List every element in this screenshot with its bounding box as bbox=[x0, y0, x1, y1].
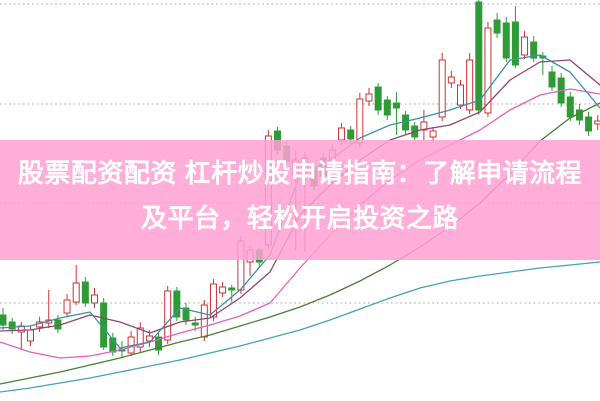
banner-title-line2: 及平台，轻松开启投资之路 bbox=[140, 203, 459, 233]
promo-banner-overlay: 股票配资配资 杠杆炒股申请指南：了解申请流程 及平台，轻松开启投资之路 bbox=[0, 140, 600, 260]
banner-title-line1: 股票配资配资 杠杆炒股申请指南：了解申请流程 bbox=[17, 158, 583, 188]
